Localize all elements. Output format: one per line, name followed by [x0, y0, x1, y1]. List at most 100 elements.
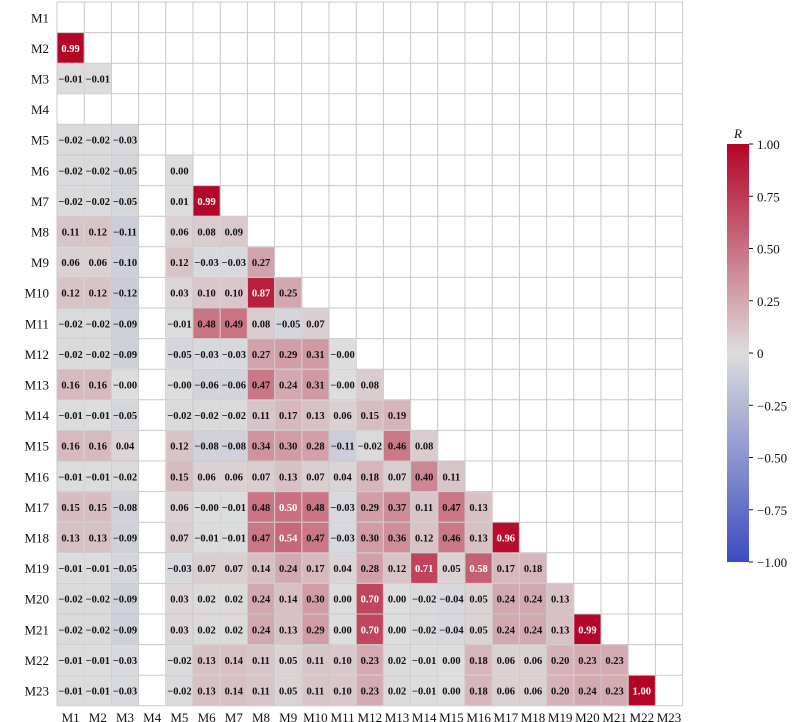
- cell-value-label: 0.06: [524, 687, 542, 698]
- heatmap-cell: [302, 369, 329, 400]
- cell-value-label: 0.47: [442, 503, 460, 514]
- heatmap-cell: [275, 492, 302, 522]
- heatmap-cell: [111, 430, 139, 461]
- heatmap-cell: [547, 614, 574, 645]
- heatmap-cell: [302, 492, 329, 522]
- cell-value-label: 0.06: [497, 687, 515, 698]
- cell-value-label: 0.03: [170, 289, 188, 300]
- heatmap-cell: [302, 461, 329, 492]
- heatmap-cell: [356, 553, 383, 583]
- cell-value-label: 0.06: [197, 472, 215, 483]
- cell-value-label: 0.10: [333, 687, 351, 698]
- cell-value-label: 0.71: [415, 564, 433, 575]
- x-axis-label: M17: [494, 710, 519, 722]
- heatmap-cell: [166, 400, 193, 430]
- heatmap-cell: [465, 553, 492, 583]
- cell-value-label: 0.11: [62, 228, 80, 239]
- heatmap-cell: [111, 522, 139, 553]
- heatmap-cell: [411, 583, 438, 614]
- cell-value-label: 0.01: [170, 197, 188, 208]
- heatmap-cell: [547, 645, 574, 675]
- cell-value-label: −0.01: [194, 534, 218, 545]
- cell-value-label: 0.12: [415, 534, 433, 545]
- x-axis-label: M7: [225, 710, 244, 722]
- cell-value-label: 0.96: [497, 534, 515, 545]
- cell-value-label: 0.00: [170, 166, 188, 177]
- heatmap-cell: [438, 492, 465, 522]
- cell-value-label: 0.70: [361, 595, 379, 606]
- heatmap-cell: [111, 492, 139, 522]
- heatmap-cell: [465, 614, 492, 645]
- cell-value-label: 0.29: [306, 625, 324, 636]
- cell-value-label: 0.20: [551, 687, 569, 698]
- heatmap-cell: [465, 492, 492, 522]
- cell-value-label: 0.08: [361, 381, 379, 392]
- heatmap-cell: [57, 339, 84, 369]
- cell-value-label: 0.04: [333, 564, 352, 575]
- cell-value-label: 0.23: [361, 656, 379, 667]
- heatmap-cell: [329, 522, 356, 553]
- heatmap-cell: [220, 614, 247, 645]
- heatmap-cell: [492, 522, 519, 553]
- heatmap-cell: [220, 308, 247, 339]
- heatmap-cell: [465, 522, 492, 553]
- cell-value-label: 0.24: [578, 687, 597, 698]
- heatmap-cell: [193, 277, 220, 308]
- cell-value-label: −0.02: [58, 625, 82, 636]
- cell-value-label: −0.01: [58, 411, 82, 422]
- heatmap-cell: [519, 645, 547, 675]
- cell-value-label: −0.00: [194, 503, 218, 514]
- y-axis-label: M17: [24, 500, 49, 515]
- cell-value-label: −0.09: [113, 534, 137, 545]
- colorbar-tick-label: 1.00: [757, 137, 780, 152]
- cell-value-label: −0.02: [86, 625, 110, 636]
- heatmap-cell: [247, 583, 275, 614]
- heatmap-cell: [84, 492, 111, 522]
- cell-value-label: −0.03: [222, 258, 246, 269]
- cell-value-label: 0.04: [116, 442, 135, 453]
- cell-value-label: 0.48: [306, 503, 324, 514]
- cell-value-label: −0.01: [412, 656, 436, 667]
- heatmap-cell: [302, 675, 329, 706]
- y-axis-label: M16: [24, 469, 49, 484]
- x-axis-label: M5: [170, 710, 188, 722]
- heatmap-cell: [84, 247, 111, 277]
- cell-value-label: −0.09: [113, 595, 137, 606]
- heatmap-cell: [193, 522, 220, 553]
- heatmap-cell: [193, 675, 220, 706]
- y-axis-label: M9: [31, 255, 49, 270]
- heatmap-cell: [57, 522, 84, 553]
- heatmap-cell: [220, 216, 247, 247]
- heatmap-cell: [383, 583, 411, 614]
- cell-value-label: −0.06: [222, 381, 246, 392]
- heatmap-cell: [302, 339, 329, 369]
- heatmap-cell: [111, 645, 139, 675]
- cell-value-label: 0.13: [551, 625, 569, 636]
- heatmap-cell: [220, 645, 247, 675]
- cell-value-label: 0.31: [306, 350, 324, 361]
- cell-value-label: 0.10: [197, 289, 215, 300]
- heatmap-cell: [247, 400, 275, 430]
- heatmap-cell: [111, 308, 139, 339]
- heatmap-cell: [302, 430, 329, 461]
- cell-value-label: −0.01: [58, 75, 82, 86]
- cell-value-label: −0.01: [58, 564, 82, 575]
- heatmap-cell: [166, 155, 193, 186]
- cell-value-label: 0.06: [524, 656, 542, 667]
- cell-value-label: 0.11: [443, 472, 461, 483]
- cell-value-label: 0.18: [469, 687, 487, 698]
- cell-value-label: 0.00: [388, 625, 406, 636]
- y-axis-label: M21: [24, 622, 49, 637]
- cell-value-label: 0.15: [61, 503, 79, 514]
- colorbar-tick-label: 0: [757, 346, 764, 361]
- x-axis-label: M2: [89, 710, 107, 722]
- heatmap-cell: [193, 400, 220, 430]
- heatmap-cell: [628, 675, 655, 706]
- cell-value-label: 0.00: [388, 595, 406, 606]
- cell-value-label: 0.00: [333, 625, 351, 636]
- heatmap-cell: [574, 645, 601, 675]
- cell-value-label: 0.02: [388, 656, 406, 667]
- cell-value-label: −0.03: [222, 350, 246, 361]
- heatmap-cell: [57, 583, 84, 614]
- cell-value-label: −0.03: [113, 656, 137, 667]
